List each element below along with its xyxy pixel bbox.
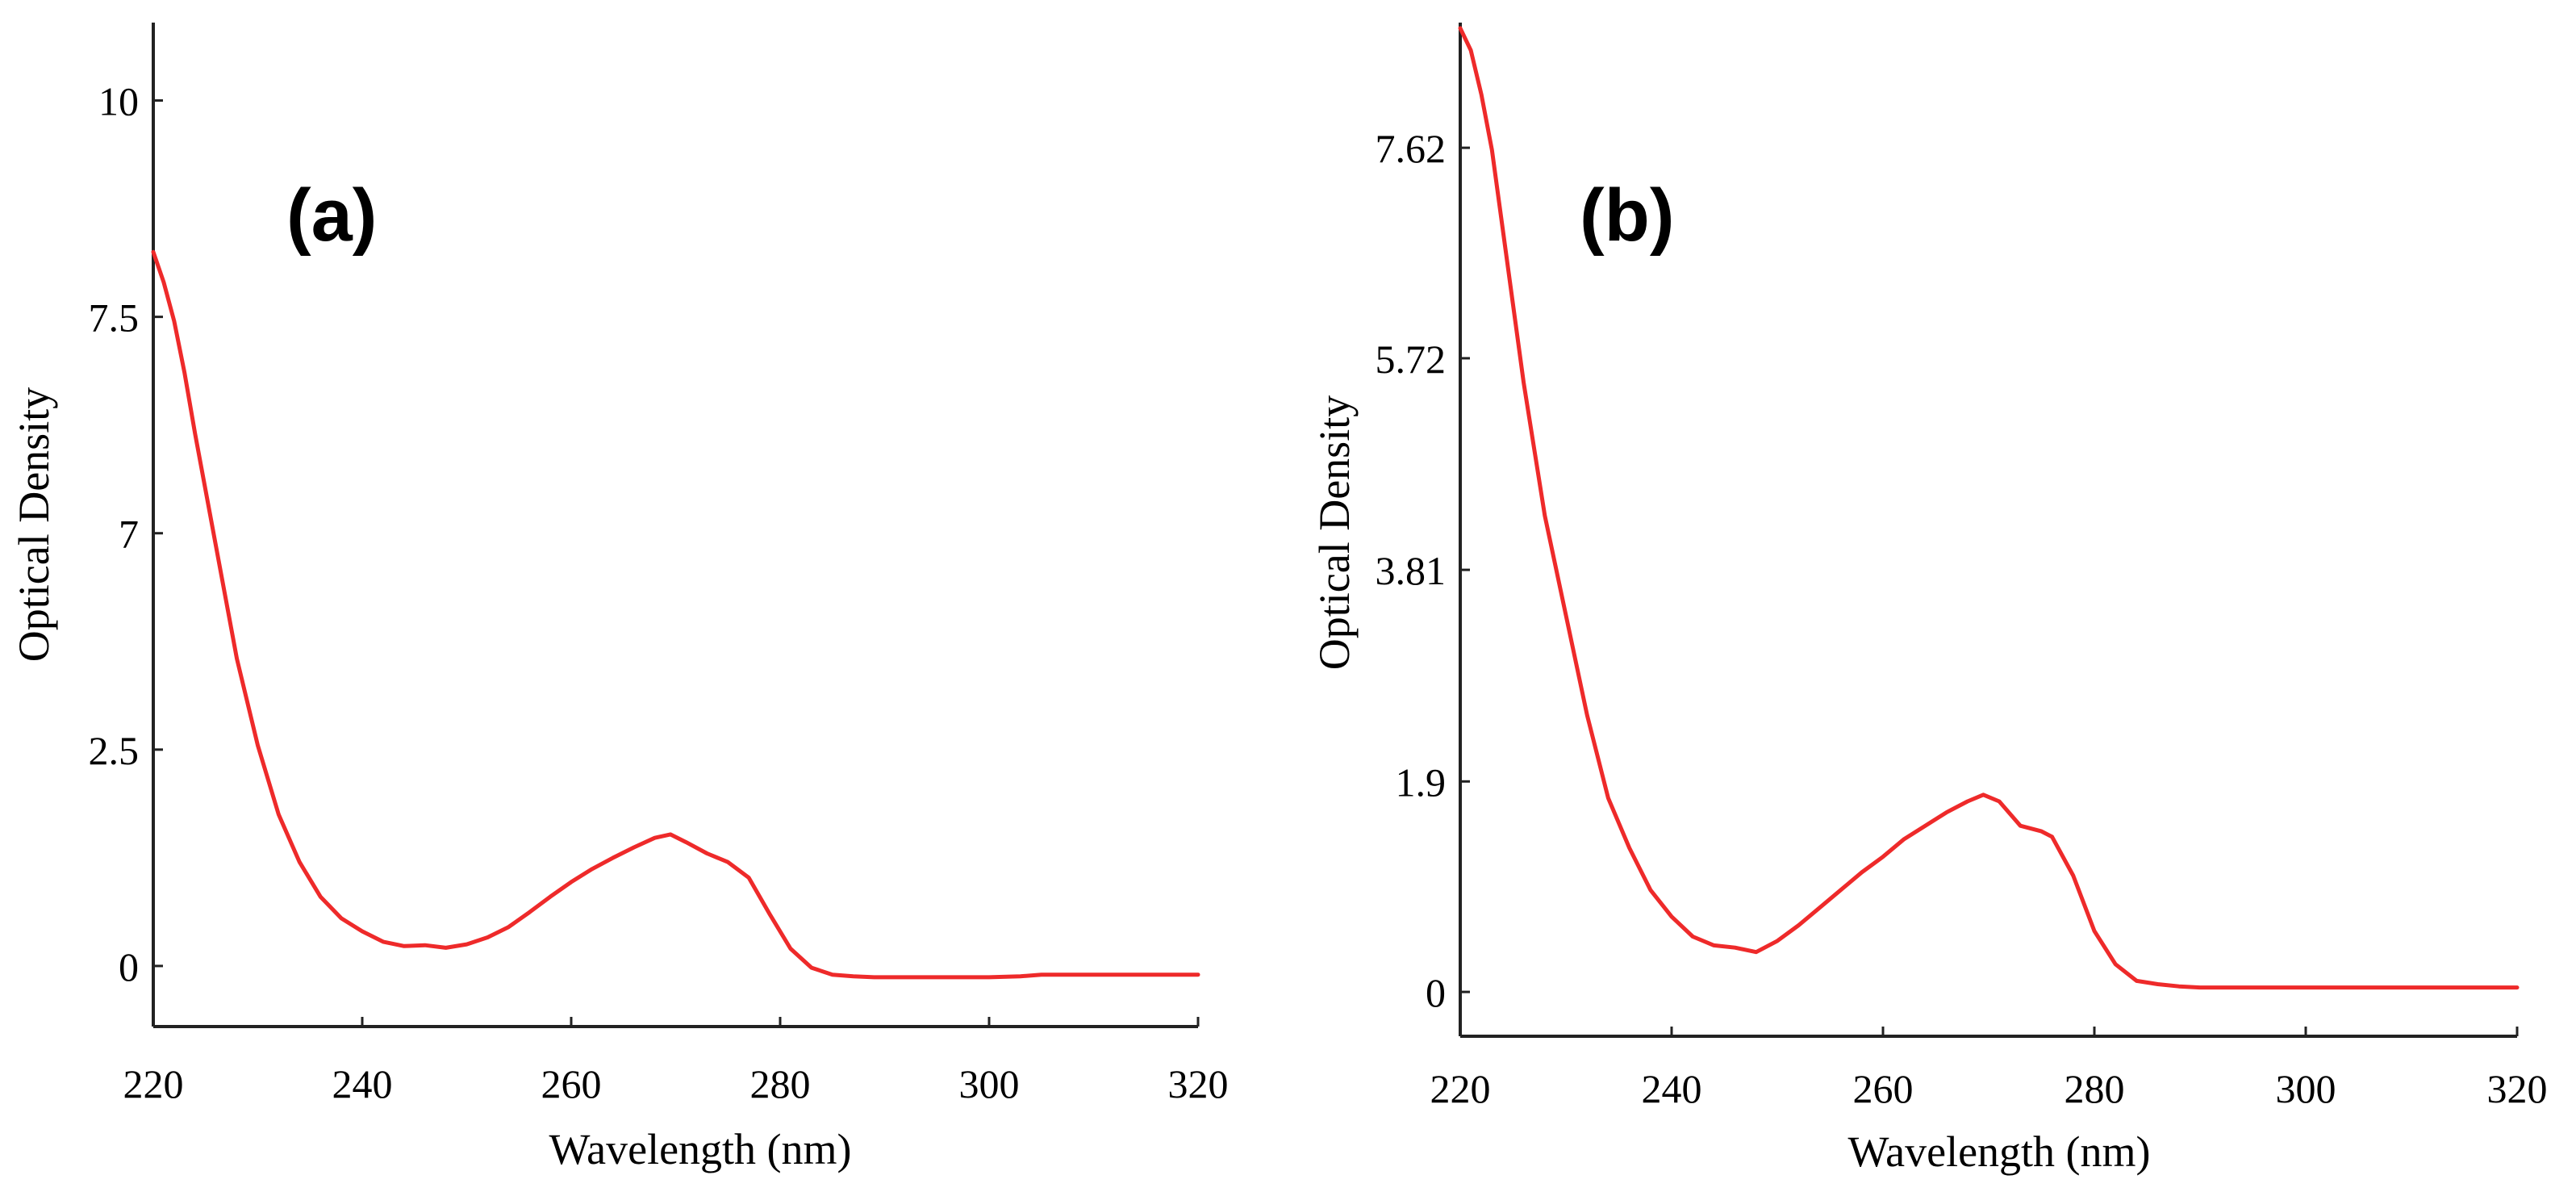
y-tick-label: 10 [98,79,139,124]
x-tick-label: 260 [1853,1066,1914,1111]
x-tick-label: 240 [332,1061,393,1106]
panel-label-b: (b) [1580,174,1674,257]
x-tick-label: 320 [1168,1061,1229,1106]
x-axis-title-b: Wavelength (nm) [1847,1127,2150,1176]
y-tick-label: 1.9 [1396,759,1447,805]
x-ticks-b: 220 240 260 280 300 320 [1430,1027,2548,1111]
y-tick-label: 2.5 [89,728,140,773]
x-axis-title-a: Wavelength (nm) [549,1125,851,1173]
panel-label-a: (a) [286,174,377,257]
x-tick-label: 300 [959,1061,1020,1106]
y-tick-label: 3.81 [1376,548,1447,593]
y-tick-label: 0 [119,944,139,989]
series-line-a [151,249,1200,980]
x-tick-label: 280 [2065,1066,2125,1111]
y-axis-title-b: Optical Density [1310,395,1359,670]
y-ticks-a: 0 2.5 7 7.5 10 [89,79,163,989]
y-ticks-b: 0 1.9 3.81 5.72 7.62 [1376,126,1470,1015]
y-tick-label: 5.72 [1376,337,1447,382]
chart-panel-b: 220 240 260 280 300 320 01.93.815.727.62 (b) … [1310,23,2548,1176]
x-tick-label: 220 [123,1061,184,1106]
y-tick-label: 0 [1426,970,1446,1015]
x-tick-label: 320 [2487,1066,2548,1111]
x-tick-label: 220 [1430,1066,1491,1111]
x-tick-label: 280 [750,1061,811,1106]
y-tick-label: 7.62 [1376,126,1447,171]
chart-panel-a: 220 240 260 280 300 320 0 2.5 7 7.5 10 (a) Wavele… [10,23,1229,1173]
y-tick-label: 7.5 [89,295,140,341]
x-ticks-a: 220 240 260 280 300 320 [123,1017,1229,1106]
y-axis-title-a: Optical Density [10,387,58,662]
x-tick-label: 300 [2276,1066,2336,1111]
x-tick-label: 260 [541,1061,602,1106]
y-tick-label: 7 [119,512,139,557]
x-tick-label: 240 [1642,1066,1702,1111]
series-line-b [1458,26,2520,990]
